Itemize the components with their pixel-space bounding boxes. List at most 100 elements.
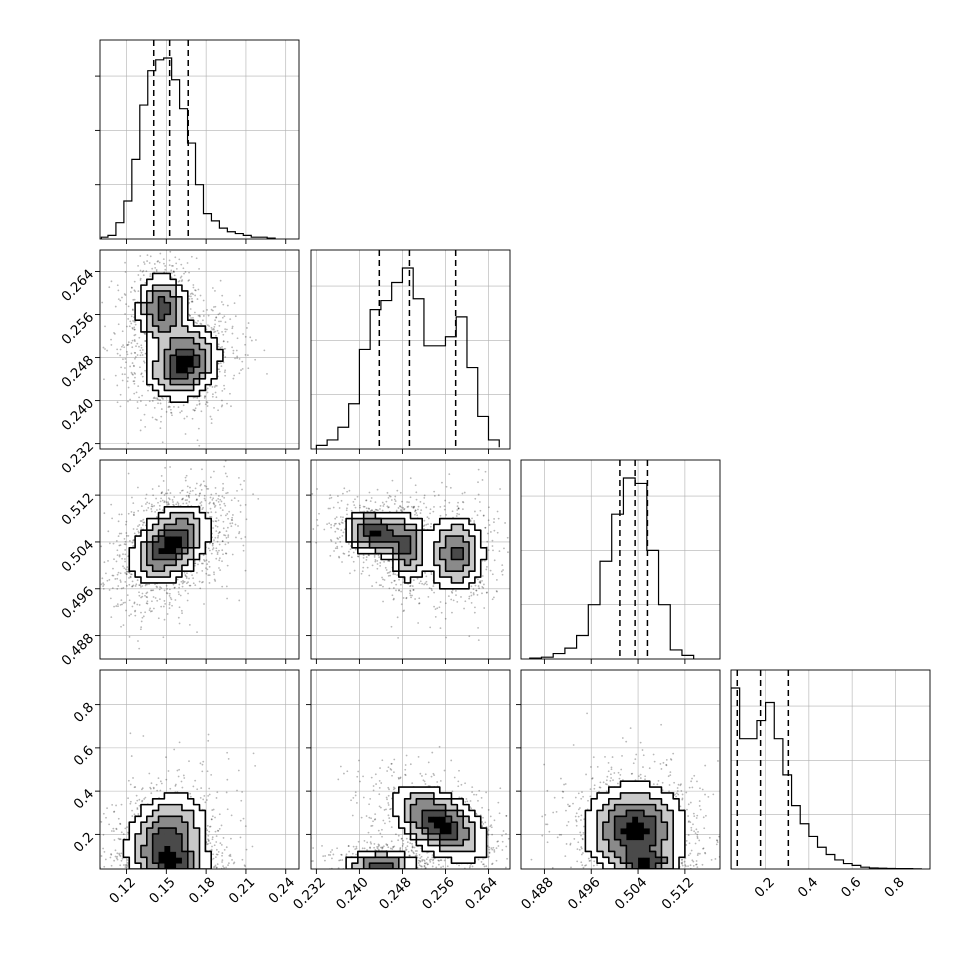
sample-point [133,340,136,343]
sample-point [121,379,124,382]
sample-point [332,506,335,509]
density-cell [170,506,177,514]
sample-point [128,635,131,638]
sample-point [132,380,135,383]
sample-point [156,516,158,518]
sample-point [328,522,331,525]
sample-point [219,507,222,509]
sample-point [479,580,482,583]
sample-point [117,323,120,326]
sample-point [121,603,123,606]
sample-point [357,555,360,558]
sample-point [406,501,409,503]
sample-point [452,599,455,602]
sample-point [236,357,238,360]
sample-point [484,526,487,529]
sample-point [209,476,212,479]
sample-point [136,401,139,403]
sample-point [410,596,412,599]
sample-point [214,580,217,582]
density-cell [152,536,159,543]
sample-point [307,569,309,571]
sample-point [207,487,210,490]
sample-point [144,584,147,587]
sample-point [215,557,218,560]
sample-point [224,328,227,331]
sample-point [169,596,172,599]
sample-point [220,301,223,303]
sample-point [244,536,247,538]
sample-point [236,337,239,340]
sample-point [212,327,215,330]
sample-point [383,503,386,506]
sample-point [181,489,184,492]
sample-point [201,570,204,572]
sample-point [428,587,431,590]
sample-point [132,539,134,542]
sample-point [227,526,229,529]
sample-point [231,519,234,521]
sample-point [172,270,175,273]
density-cell [158,372,165,380]
sample-point [163,600,166,602]
sample-point [136,342,139,345]
sample-point [133,326,136,329]
sample-point [481,479,484,481]
density-cell [181,337,189,345]
sample-point [180,275,183,278]
sample-point [397,507,400,509]
sample-point [187,504,189,507]
density-cell [152,559,159,566]
sample-point [414,509,417,512]
sample-point [316,488,319,490]
sample-point [137,525,139,528]
density-cell [181,314,189,321]
density-cell [170,372,177,380]
sample-point [204,403,207,406]
sample-point [189,584,192,587]
sample-point [168,498,171,501]
sample-point [95,543,97,545]
sample-point [233,302,236,305]
density-cell [170,577,177,584]
sample-point [434,615,437,618]
sample-point [400,603,403,606]
sample-point [162,248,164,250]
sample-point [469,520,472,523]
sample-point [159,500,162,503]
sample-point [128,571,131,574]
sample-point [346,513,348,516]
sample-point [173,496,176,498]
density-cell [140,296,148,304]
sample-point [408,501,410,504]
sample-point [141,270,144,273]
density-cell [176,541,183,549]
sample-point [477,578,479,581]
sample-point [156,398,159,400]
sample-point [244,503,247,506]
sample-point [418,602,420,605]
density-cell [176,524,183,531]
sample-point [340,521,343,524]
sample-point [336,537,339,540]
sample-point [222,361,225,364]
sample-point [492,549,494,552]
sample-point [126,353,129,356]
sample-point [115,605,118,607]
sample-point [444,617,447,620]
sample-point [470,594,473,597]
sample-point [116,284,119,287]
sample-point [425,523,428,526]
sample-point [455,589,457,592]
sample-point [227,534,230,537]
sample-point [124,601,127,604]
density-cell [129,559,136,566]
sample-point [139,366,141,369]
sample-point [216,551,219,554]
sample-point [316,524,319,527]
sample-point [126,344,129,346]
sample-point [495,579,498,581]
sample-point [180,489,183,492]
density-cell [193,326,200,333]
sample-point [142,615,145,618]
